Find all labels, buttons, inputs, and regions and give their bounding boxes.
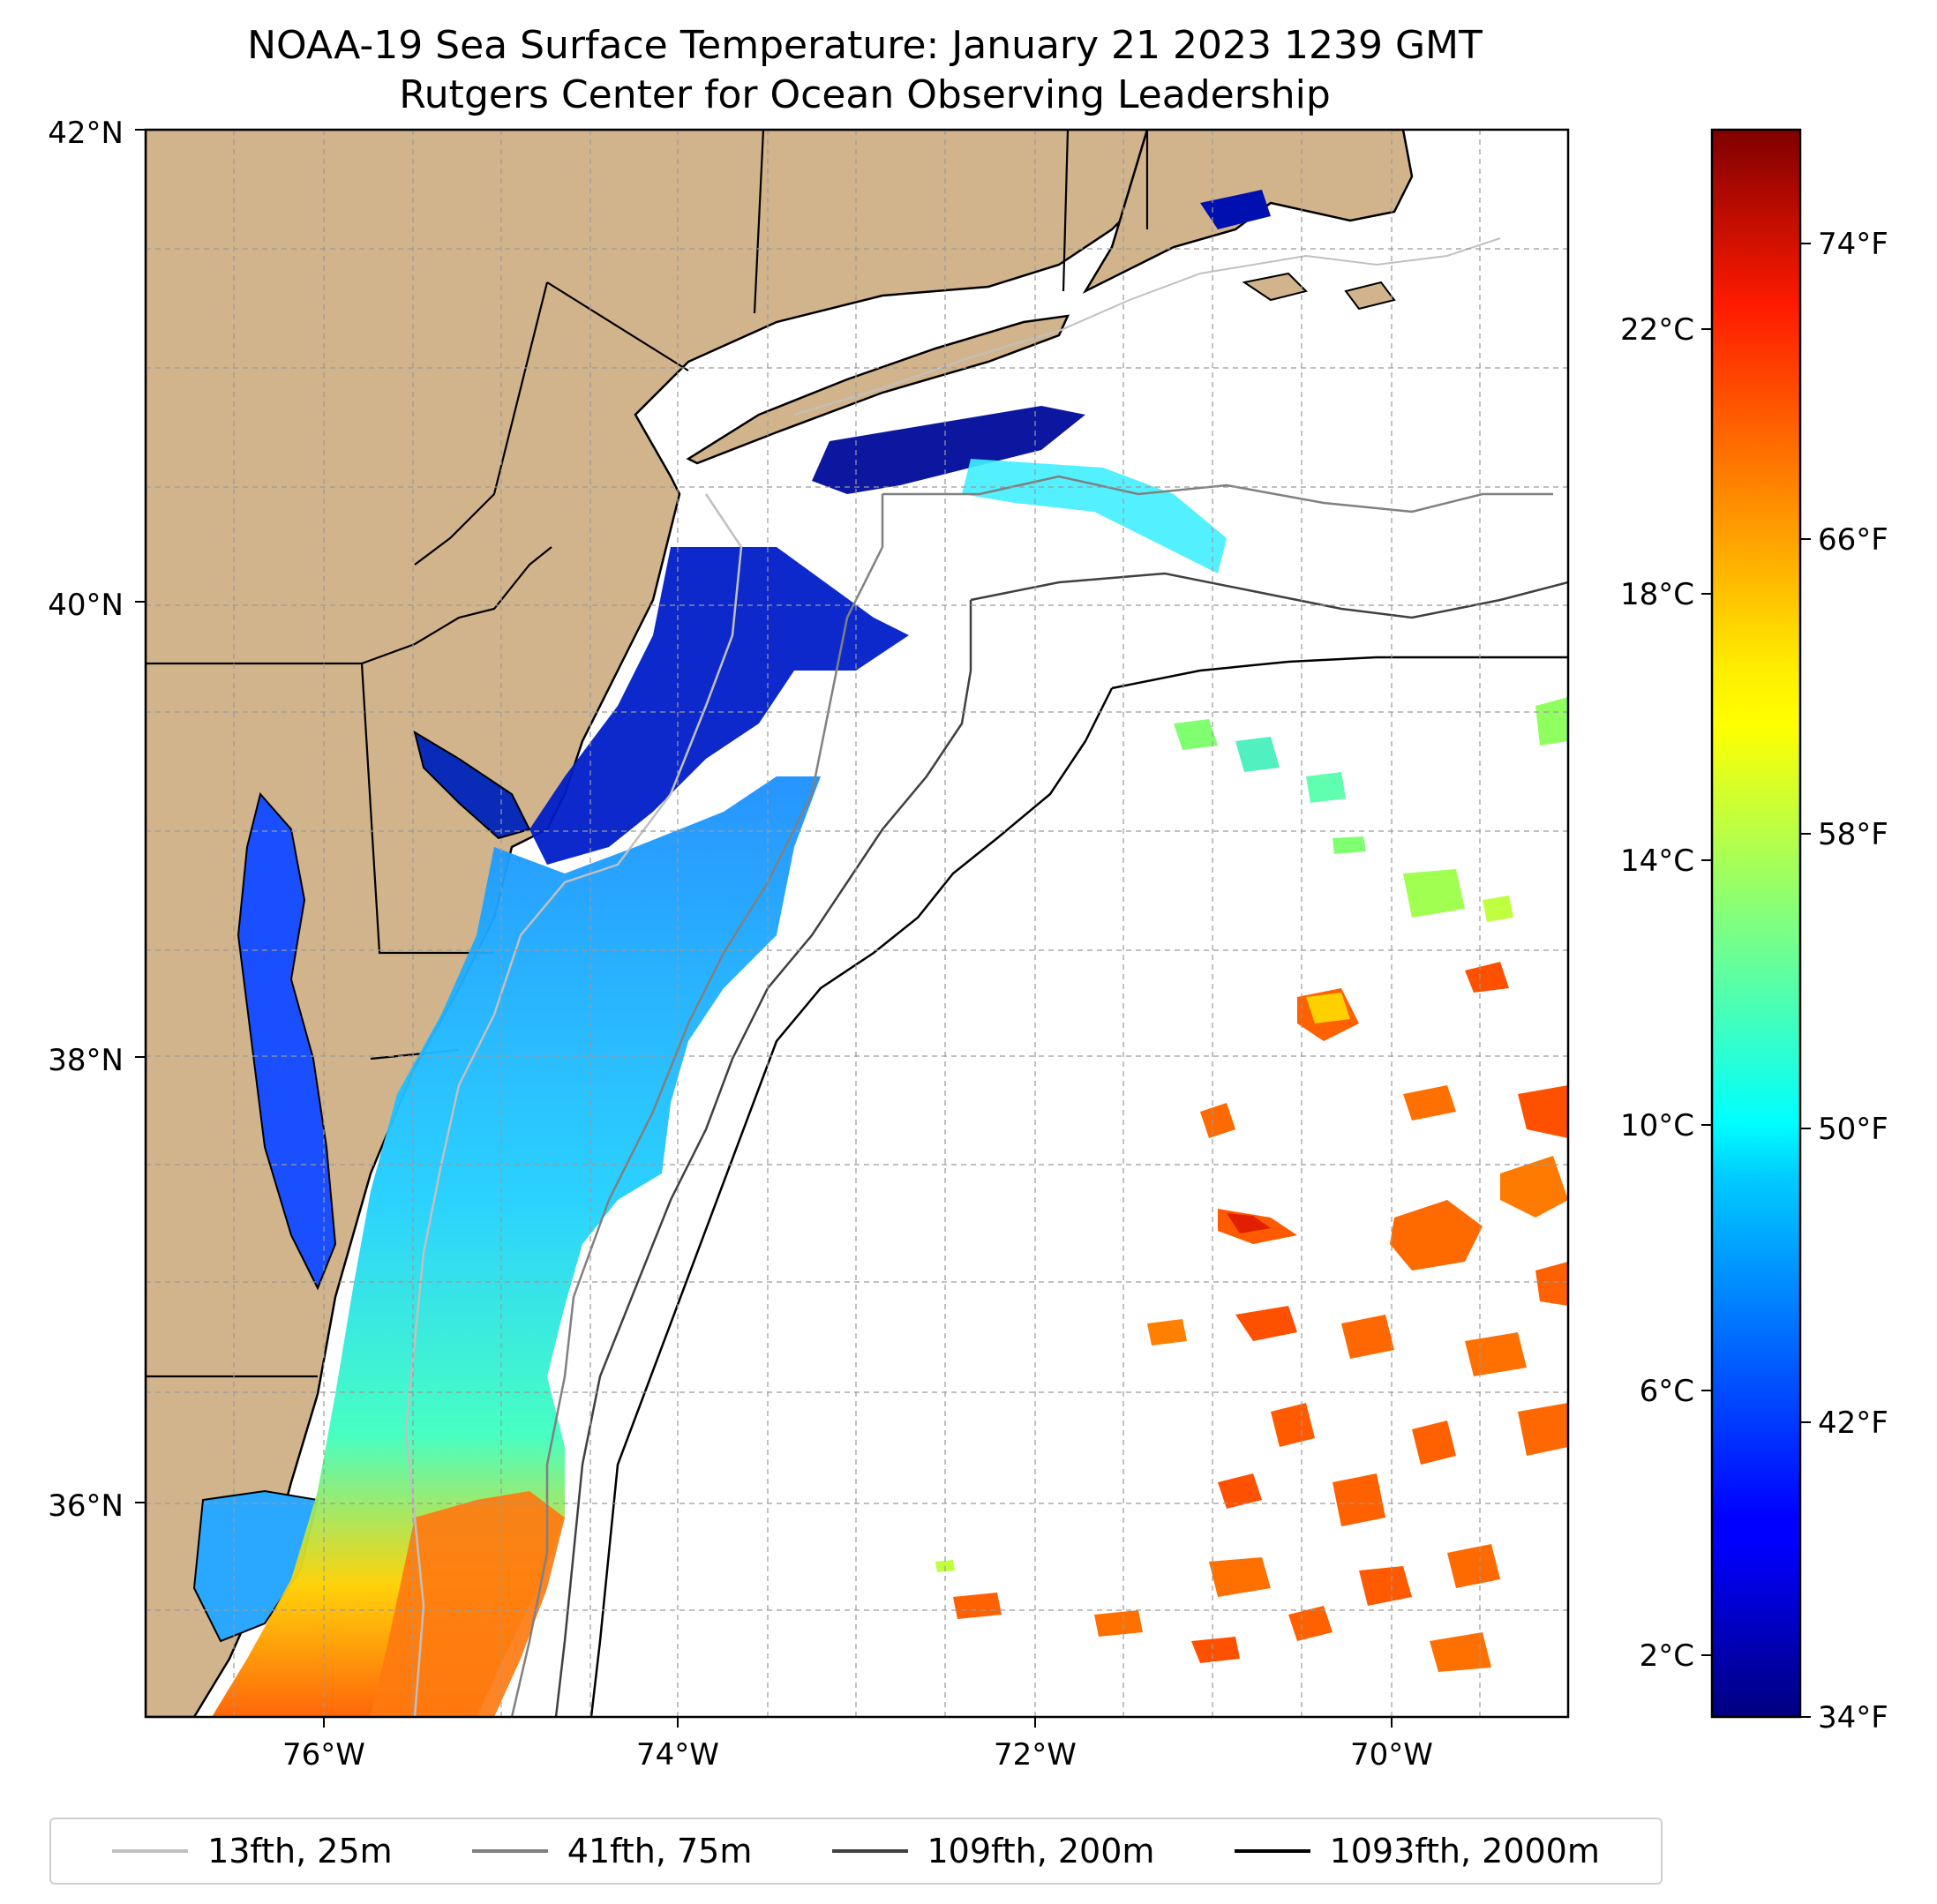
legend-swatch-200m <box>831 1849 908 1853</box>
plot-frame <box>144 128 1570 1719</box>
isobath-200m <box>554 572 1568 1717</box>
cbar-c-14: 14°C <box>1620 843 1694 879</box>
marthas-vineyard <box>1242 272 1308 302</box>
cbar-f-50: 50°F <box>1818 1112 1888 1147</box>
legend-item-200m: 109fth, 200m <box>831 1832 1155 1870</box>
sst-offshore-moderate <box>935 697 1568 1572</box>
cbar-c-22: 22°C <box>1620 312 1694 348</box>
cbar-f-74: 74°F <box>1818 227 1888 262</box>
isobath-legend: 13fth, 25m 41fth, 75m 109fth, 200m 1093f… <box>49 1818 1663 1885</box>
isobath-25m <box>404 493 743 1717</box>
nantucket <box>1344 281 1396 311</box>
sst-cold-nearshore <box>529 547 909 865</box>
legend-label-200m: 109fth, 200m <box>927 1832 1155 1870</box>
legend-item-2000m: 1093fth, 2000m <box>1234 1832 1600 1870</box>
figure-title: NOAA-19 Sea Surface Temperature: January… <box>247 23 1483 68</box>
map-svg: 42°N 40°N 38°N 36°N 76°W 74°W 72°W 70°W … <box>48 116 1888 1773</box>
cbar-c-6: 6°C <box>1640 1374 1694 1409</box>
cbar-f-66: 66°F <box>1818 522 1888 558</box>
state-borders <box>146 130 1149 1378</box>
colorbar: 22°C 18°C 14°C 10°C 6°C 2°C 74°F 66°F 58… <box>1620 128 1888 1735</box>
cbar-c-10: 10°C <box>1620 1108 1694 1143</box>
lon-label-70: 70°W <box>1350 1737 1433 1773</box>
cbar-f-58: 58°F <box>1818 817 1888 852</box>
sst-cold-sound <box>1200 190 1271 229</box>
sst-shelf-mab <box>212 776 821 1717</box>
legend-item-75m: 41fth, 75m <box>471 1832 753 1870</box>
colorbar-gradient <box>1710 128 1802 1719</box>
legend-label-75m: 41fth, 75m <box>567 1832 753 1870</box>
cbar-c-2: 2°C <box>1640 1638 1694 1674</box>
sst-outer-shelf-mid <box>962 459 1227 573</box>
lon-label-76: 76°W <box>282 1737 365 1773</box>
lon-label-72: 72°W <box>994 1737 1077 1773</box>
sst-cold-nyb <box>812 406 1085 494</box>
figure-subtitle: Rutgers Center for Ocean Observing Leade… <box>399 72 1331 117</box>
isobath-2000m <box>589 656 1568 1717</box>
cbar-c-18: 18°C <box>1620 577 1694 612</box>
legend-swatch-75m <box>471 1849 548 1853</box>
lat-label-42: 42°N <box>48 116 124 151</box>
isobath-75m <box>510 475 1553 1717</box>
legend-item-25m: 13fth, 25m <box>112 1832 393 1870</box>
gridlines <box>146 130 1568 1717</box>
legend-label-25m: 13fth, 25m <box>207 1832 393 1870</box>
cbar-f-34: 34°F <box>1818 1700 1888 1735</box>
legend-label-2000m: 1093fth, 2000m <box>1329 1832 1600 1870</box>
isobath-25m-north <box>793 237 1501 416</box>
cbar-f-42: 42°F <box>1818 1406 1888 1441</box>
lon-label-74: 74°W <box>636 1737 719 1773</box>
axis-ticks <box>135 129 1393 1728</box>
lat-label-36: 36°N <box>48 1488 124 1524</box>
sst-offshore-warm <box>953 962 1568 1672</box>
lat-label-38: 38°N <box>48 1043 124 1078</box>
legend-swatch-25m <box>112 1849 189 1853</box>
legend-swatch-2000m <box>1234 1849 1310 1853</box>
lat-label-40: 40°N <box>48 588 124 623</box>
isobaths <box>404 237 1568 1717</box>
